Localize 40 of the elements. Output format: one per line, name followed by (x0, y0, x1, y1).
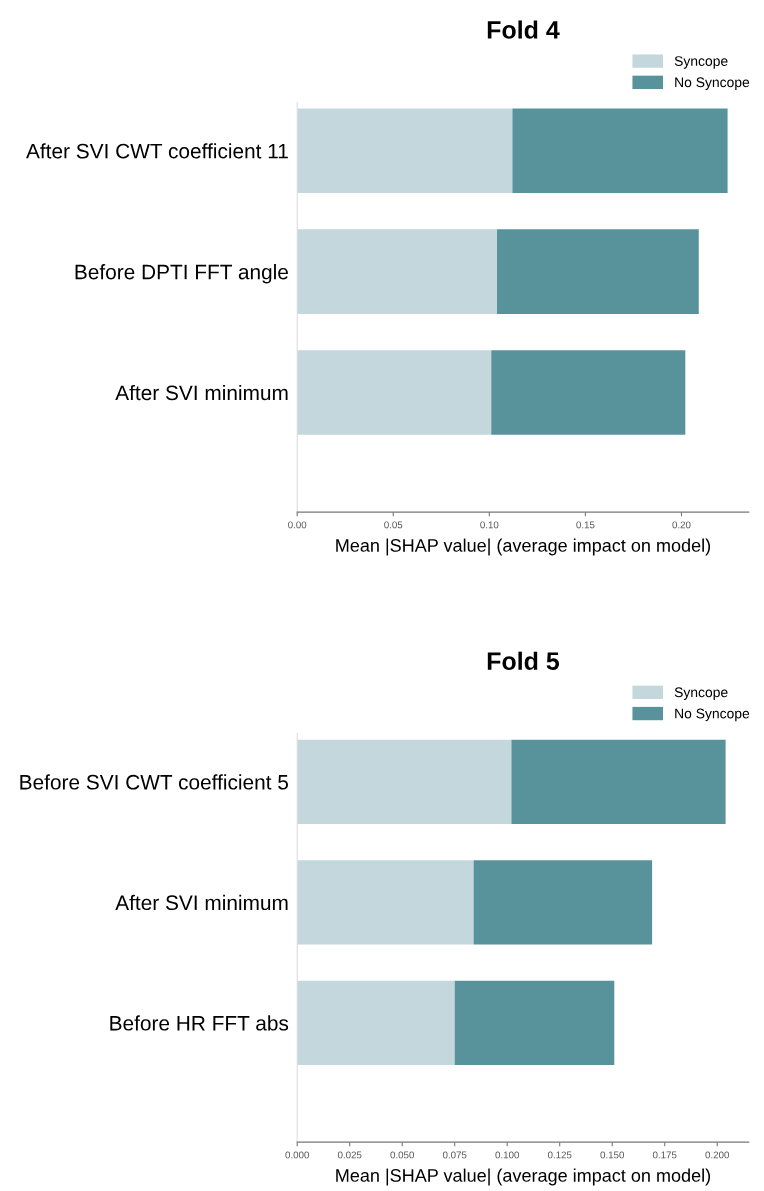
x-tick-label: 0.05 (384, 521, 403, 529)
x-tick-label: 0.175 (652, 1151, 677, 1159)
bar (497, 229, 699, 314)
legend-label: No Syncope (675, 708, 750, 722)
bar (297, 108, 513, 194)
chart-title: Fold 5 (487, 651, 560, 671)
y-tick-label: After SVI CWT coefficient 11 (26, 143, 288, 159)
y-tick-label: Before DPTI FFT angle (75, 264, 288, 284)
bar (511, 739, 726, 825)
x-axis-title: Mean |SHAP value| (average impact on model) (336, 1168, 711, 1186)
x-tick-label: 0.075 (442, 1151, 467, 1159)
bar (297, 860, 474, 945)
x-tick-label: 0.15 (576, 521, 595, 529)
x-axis-title: Mean |SHAP value| (average impact on model) (336, 538, 711, 556)
legend-label: Syncope (674, 687, 728, 700)
x-tick-label: 0.050 (390, 1151, 414, 1159)
x-tick-label: 0.20 (672, 521, 691, 529)
x-tick-label: 0.025 (337, 1151, 362, 1159)
x-tick-label: 0.150 (600, 1151, 624, 1159)
y-tick-label: After SVI minimum (115, 384, 288, 401)
bar (297, 229, 498, 314)
bar (491, 350, 686, 435)
bar (454, 980, 615, 1066)
x-tick-label: 0.10 (480, 521, 499, 529)
x-tick-label: 0.00 (288, 521, 307, 529)
bar (297, 350, 492, 435)
x-tick-label: 0.100 (495, 1151, 519, 1159)
x-tick-label: 0.125 (547, 1151, 572, 1159)
legend-label: Syncope (674, 56, 728, 69)
legend-label: No Syncope (675, 77, 750, 90)
y-tick-label: Before SVI CWT coefficient 5 (20, 774, 288, 790)
bar (512, 108, 728, 194)
bar (473, 860, 653, 945)
x-tick-label: 0.200 (705, 1151, 729, 1159)
bar (297, 980, 455, 1066)
bar (297, 739, 512, 825)
y-tick-label: Before HR FFT abs (110, 1015, 289, 1031)
x-tick-label: 0.000 (285, 1151, 309, 1159)
chart-title: Fold 4 (487, 20, 560, 39)
y-tick-label: After SVI minimum (115, 894, 288, 911)
